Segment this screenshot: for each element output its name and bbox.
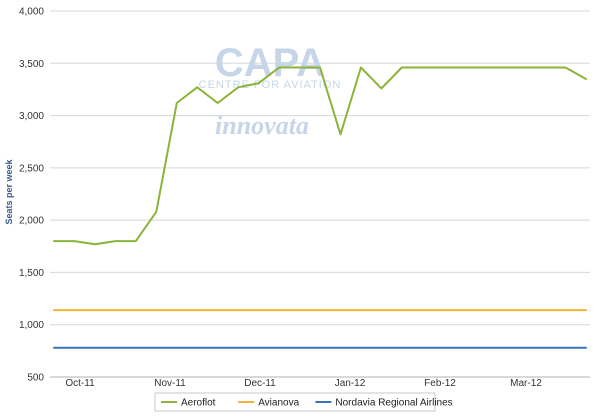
x-axis-ticks: Oct-11 Nov-11 Dec-11 Jan-12 Feb-12 Mar-12 xyxy=(65,378,542,389)
y-tick-label: 1,000 xyxy=(19,320,44,331)
y-tick-label: 1,500 xyxy=(19,268,44,279)
y-tick-label: 3,000 xyxy=(19,111,44,122)
legend-label: Avianova xyxy=(258,398,299,409)
x-tick-label: Nov-11 xyxy=(154,378,186,389)
y-axis-ticks: 500 1,000 1,500 2,000 2,500 3,000 3,500 4,000 xyxy=(19,7,44,384)
y-tick-label: 500 xyxy=(27,373,44,384)
gridlines xyxy=(50,10,590,378)
y-tick-label: 2,500 xyxy=(19,163,44,174)
x-tick-label: Oct-11 xyxy=(65,378,95,389)
x-tick-label: Jan-12 xyxy=(335,378,366,389)
series-line-aeroflot xyxy=(53,66,587,246)
watermark-tagline: CENTRE FOR AVIATION xyxy=(199,79,342,91)
y-tick-label: 3,500 xyxy=(19,59,44,70)
x-tick-label: Mar-12 xyxy=(510,378,542,389)
y-tick-label: 2,000 xyxy=(19,216,44,227)
watermark-brand: CAPA xyxy=(215,41,325,85)
legend-box xyxy=(154,392,436,412)
legend-label: Aeroflot xyxy=(181,398,216,409)
x-tick-label: Dec-11 xyxy=(244,378,276,389)
y-tick-label: 4,000 xyxy=(19,7,44,18)
x-tick-label: Feb-12 xyxy=(424,378,456,389)
watermark: CAPA CENTRE FOR AVIATION innovata xyxy=(199,41,342,140)
legend: Aeroflot Avianova Nordavia Regional Airlin… xyxy=(154,392,453,412)
watermark-partner: innovata xyxy=(215,111,309,140)
legend-label: Nordavia Regional Airlines xyxy=(335,398,452,409)
y-axis-label: Seats per week xyxy=(4,158,14,224)
series-lines xyxy=(53,66,587,349)
